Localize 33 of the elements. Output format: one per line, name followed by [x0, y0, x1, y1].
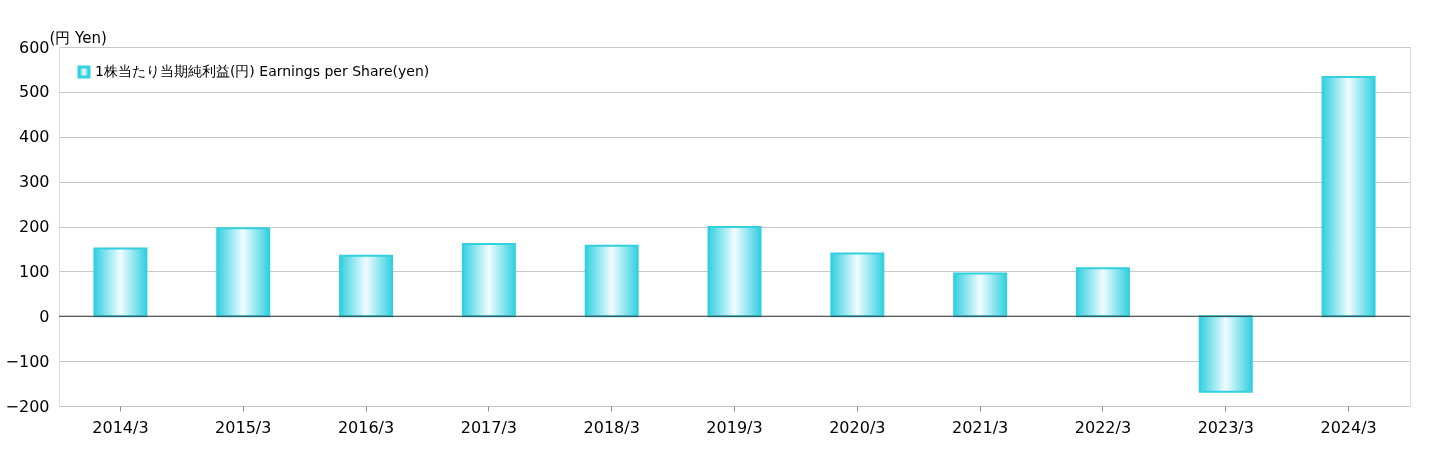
y-tick-label: 300: [18, 172, 50, 192]
x-tick-label: 2014/3: [92, 417, 149, 437]
bar: [461, 243, 516, 318]
bar: [707, 225, 762, 318]
y-tick-label: 400: [18, 127, 50, 147]
legend-label: 1株当たり当期純利益(円) Earnings per Share(yen): [95, 63, 430, 79]
y-tick-label: 600: [18, 37, 50, 57]
y-tick-label: 500: [18, 82, 50, 102]
x-tick-label: 2023/3: [1197, 417, 1254, 437]
bar: [93, 247, 148, 318]
y-tick-label: 100: [18, 261, 50, 281]
x-tick-label: 2024/3: [1320, 417, 1377, 437]
y-tick-label: −200: [5, 396, 50, 416]
bar: [584, 244, 639, 318]
bar: [339, 254, 394, 318]
y-axis-title: (円 Yen): [49, 28, 107, 47]
y-tick-label: −100: [5, 351, 50, 371]
bar: [216, 227, 271, 318]
x-tick-label: 2018/3: [583, 417, 640, 437]
bar: [1198, 315, 1253, 393]
bar: [1075, 267, 1130, 318]
x-tick-label: 2015/3: [215, 417, 272, 437]
x-tick-label: 2020/3: [829, 417, 886, 437]
x-tick-label: 2021/3: [951, 417, 1009, 437]
x-tick-label: 2017/3: [460, 417, 518, 437]
x-tick-label: 2022/3: [1074, 417, 1132, 437]
x-tick-label: 2019/3: [706, 417, 763, 437]
y-tick-label: 0: [39, 306, 50, 326]
bar: [830, 252, 885, 318]
x-tick-label: 2016/3: [337, 417, 395, 437]
bar: [1321, 76, 1376, 318]
bar: [953, 272, 1008, 318]
y-tick-label: 200: [18, 217, 50, 236]
